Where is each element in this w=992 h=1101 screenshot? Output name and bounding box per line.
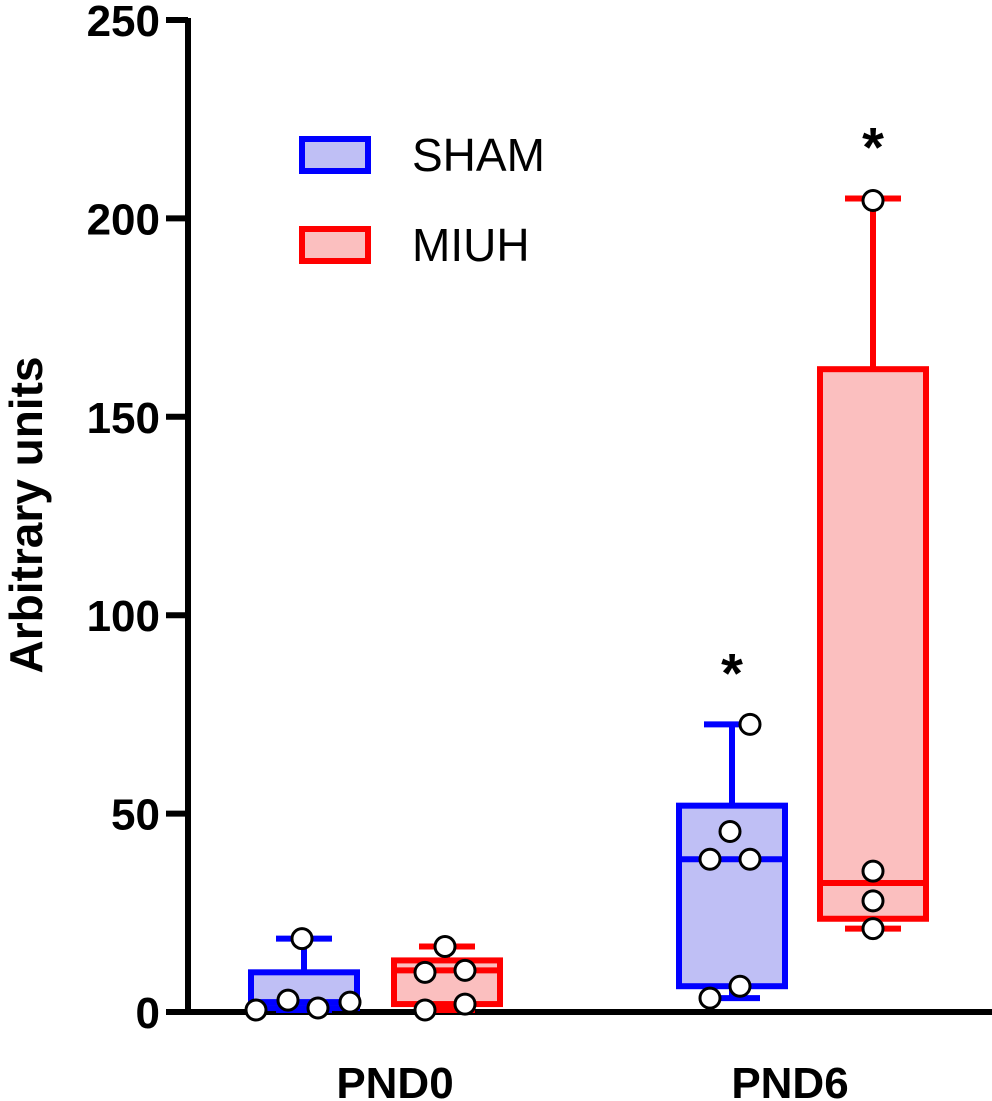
y-tick-label: 150 [87, 394, 160, 443]
data-point [698, 847, 722, 871]
y-tick-label: 100 [87, 592, 160, 641]
y-tick-label: 200 [87, 195, 160, 244]
data-point [718, 819, 742, 843]
y-axis-title: Arbitrary units [0, 357, 52, 674]
x-category-label: PND6 [731, 1059, 848, 1101]
significance-marker: * [721, 641, 743, 704]
box-sham-pnd0 [244, 927, 362, 1022]
data-point [861, 889, 885, 913]
y-tick-label: 0 [136, 989, 160, 1038]
data-point [276, 988, 300, 1012]
x-category-label: PND0 [336, 1059, 453, 1101]
box-miuh-pnd0 [391, 935, 503, 1022]
data-point [861, 189, 885, 213]
data-point [290, 927, 314, 951]
data-point [413, 998, 437, 1022]
y-tick-label: 250 [87, 0, 160, 46]
box-miuh-pnd6: * [817, 116, 929, 941]
box-iqr [391, 957, 503, 1008]
data-point [698, 986, 722, 1010]
data-point [738, 847, 762, 871]
legend-swatch-sham [299, 136, 371, 174]
box-iqr [817, 366, 929, 922]
data-point [453, 992, 477, 1016]
legend-label-sham: SHAM [412, 129, 545, 181]
data-point [433, 935, 457, 959]
data-point [728, 974, 752, 998]
legend-swatch-miuh [299, 226, 371, 264]
legend: SHAM MIUH [299, 129, 545, 271]
data-point [413, 960, 437, 984]
data-point [861, 859, 885, 883]
data-point [338, 990, 362, 1014]
boxes: ** [244, 116, 929, 1022]
category-labels: PND0 PND6 [336, 1059, 848, 1101]
data-point [244, 998, 268, 1022]
legend-label-miuh: MIUH [412, 219, 530, 271]
data-point [453, 958, 477, 982]
data-point [738, 712, 762, 736]
y-tick-label: 50 [111, 791, 160, 840]
significance-marker: * [862, 116, 884, 179]
box-sham-pnd6: * [676, 641, 788, 1010]
y-ticks: 0 50 100 150 200 250 [87, 0, 188, 1038]
data-point [861, 917, 885, 941]
data-point [306, 996, 330, 1020]
